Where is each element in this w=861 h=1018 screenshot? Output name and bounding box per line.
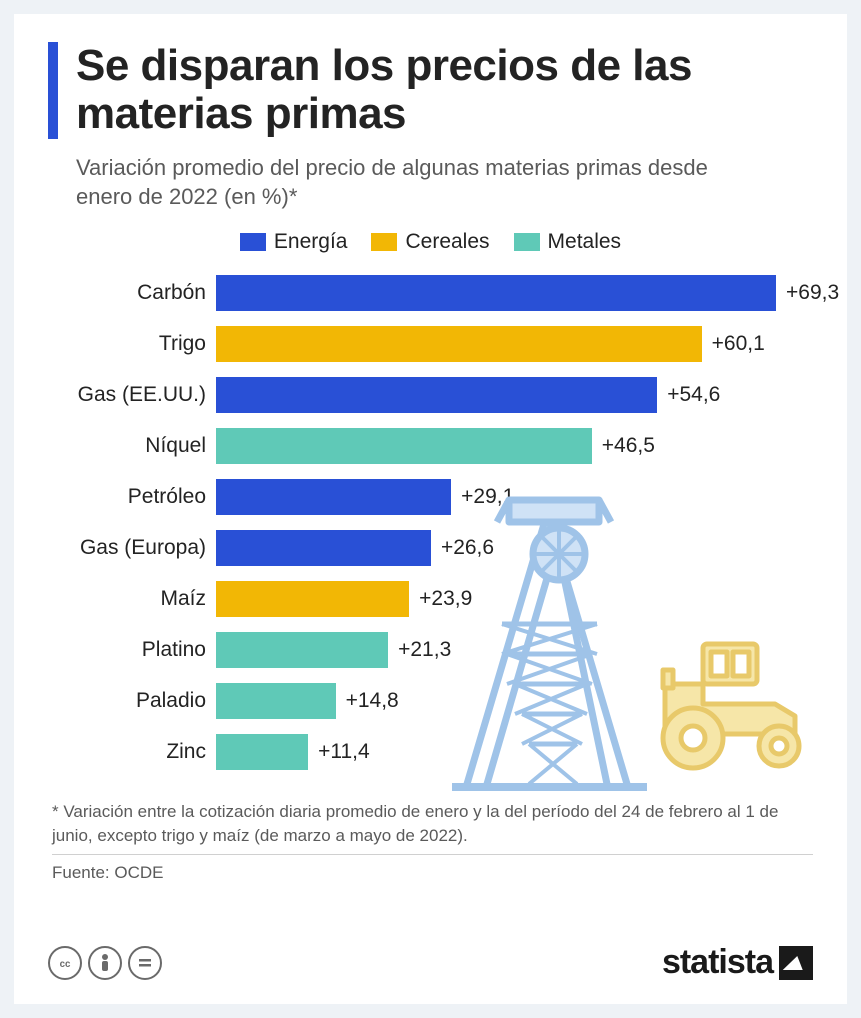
bar-value: +46,5 [602,434,655,458]
legend-swatch [514,233,540,251]
bar-track: +21,3 [216,627,803,672]
bar-label: Níquel [58,434,216,458]
cc-license-icons: cc [48,946,162,980]
title-accent-bar [48,42,58,139]
bar-row: Níquel +46,5 [58,423,803,468]
footnote: * Variación entre la cotización diaria p… [52,800,813,848]
bar-value: +29,1 [461,485,514,509]
infographic-card: Se disparan los precios de las materias … [14,14,847,1004]
bar-value: +54,6 [667,383,720,407]
bar [216,377,657,413]
legend-item: Metales [514,230,622,254]
bar-track: +69,3 [216,270,839,315]
bar-label: Paladio [58,689,216,713]
bar-value: +11,4 [318,740,370,764]
bar-value: +60,1 [712,332,765,356]
bar [216,326,702,362]
bar [216,632,388,668]
title-block: Se disparan los precios de las materias … [48,42,813,139]
legend-item: Cereales [371,230,489,254]
legend-label: Energía [274,230,348,254]
bar-row: Paladio +14,8 [58,678,803,723]
bar-track: +29,1 [216,474,803,519]
brand-mark-icon [779,946,813,980]
source-label: Fuente: OCDE [52,854,813,883]
bar-value: +69,3 [786,281,839,305]
legend-swatch [371,233,397,251]
bar-track: +46,5 [216,423,803,468]
brand-logo: statista [662,943,813,982]
bar-track: +23,9 [216,576,803,621]
bar-value: +23,9 [419,587,472,611]
cc-nd-icon [128,946,162,980]
cc-icon: cc [48,946,82,980]
bar-row: Carbón+69,3 [58,270,803,315]
bar-label: Trigo [58,332,216,356]
bar-label: Petróleo [58,485,216,509]
bar [216,275,776,311]
bar-row: Maíz +23,9 [58,576,803,621]
bar-row: Petróleo +29,1 [58,474,803,519]
legend-label: Metales [548,230,622,254]
cc-by-icon [88,946,122,980]
bar-value: +26,6 [441,536,494,560]
bar-label: Platino [58,638,216,662]
bar-value: +14,8 [346,689,399,713]
legend-swatch [240,233,266,251]
chart-subtitle: Variación promedio del precio de algunas… [76,153,716,212]
bar [216,428,592,464]
brand-text: statista [662,943,773,982]
bar-track: +60,1 [216,321,803,366]
bar-chart: Carbón+69,3 Trigo +60,1 Gas (EE.UU.) +54,6 Ní… [58,270,803,774]
bar-track: +54,6 [216,372,803,417]
chart-title: Se disparan los precios de las materias … [76,42,813,139]
bar [216,530,431,566]
legend-label: Cereales [405,230,489,254]
bar-value: +21,3 [398,638,451,662]
bar [216,683,336,719]
legend: Energía Cereales Metales [48,230,813,254]
bar [216,581,409,617]
bar-row: Trigo +60,1 [58,321,803,366]
bar-label: Zinc [58,740,216,764]
bar [216,479,451,515]
bar-track: +11,4 [216,729,803,774]
bar-row: Gas (Europa) +26,6 [58,525,803,570]
bar [216,734,308,770]
bar-track: +14,8 [216,678,803,723]
footer: cc statista [48,943,813,982]
bar-label: Gas (EE.UU.) [58,383,216,407]
legend-item: Energía [240,230,348,254]
bar-track: +26,6 [216,525,803,570]
bar-row: Zinc +11,4 [58,729,803,774]
svg-text:cc: cc [60,958,71,969]
bar-label: Carbón [58,281,216,305]
bar-row: Gas (EE.UU.) +54,6 [58,372,803,417]
bar-row: Platino +21,3 [58,627,803,672]
bar-label: Maíz [58,587,216,611]
bar-label: Gas (Europa) [58,536,216,560]
